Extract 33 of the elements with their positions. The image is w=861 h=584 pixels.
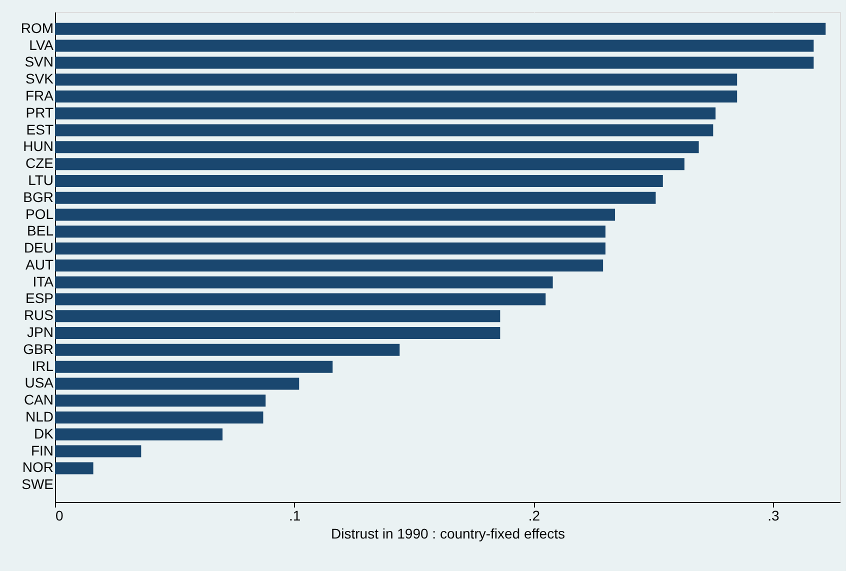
y-tick-label: LTU [28, 172, 54, 188]
y-tick-label: FIN [30, 442, 54, 458]
y-tick-label: USA [24, 374, 54, 391]
y-tick-label: BGR [23, 188, 54, 205]
x-axis-title: Distrust in 1990 : country-fixed effects [331, 526, 565, 542]
y-tick-label: AUT [26, 256, 54, 272]
y-tick-label: RUS [24, 307, 54, 324]
y-tick-label: SVN [24, 54, 54, 70]
y-tick-label: LVA [29, 36, 54, 53]
y-tick-label: EST [26, 121, 54, 138]
y-tick-label: NLD [25, 408, 54, 425]
x-tick-label: .1 [288, 508, 301, 524]
x-tick-label: 0 [56, 508, 64, 524]
y-tick-label: DEU [24, 240, 54, 256]
y-tick-label: POL [25, 206, 54, 222]
y-tick-label: BEL [27, 222, 54, 239]
y-tick-label: GBR [23, 340, 54, 357]
y-tick-label: SVK [25, 70, 54, 87]
y-tick-label: JPN [27, 324, 54, 340]
y-tick-label: NOR [22, 459, 54, 476]
y-tick-label: SWE [22, 476, 54, 492]
y-tick-label: PRT [26, 104, 54, 120]
y-tick-label: ESP [25, 290, 54, 306]
y-tick-label: IRL [32, 358, 54, 374]
y-tick-label: HUN [23, 138, 54, 154]
y-tick-label: ITA [32, 273, 54, 290]
y-tick-label: DK [34, 425, 54, 442]
y-tick-label: CZE [26, 155, 54, 172]
x-tick-label: .2 [528, 508, 540, 524]
x-tick-label: .3 [768, 508, 780, 524]
y-tick-label: CAN [24, 392, 54, 408]
y-tick-label: ROM [20, 20, 54, 36]
y-tick-label: FRA [26, 87, 54, 104]
